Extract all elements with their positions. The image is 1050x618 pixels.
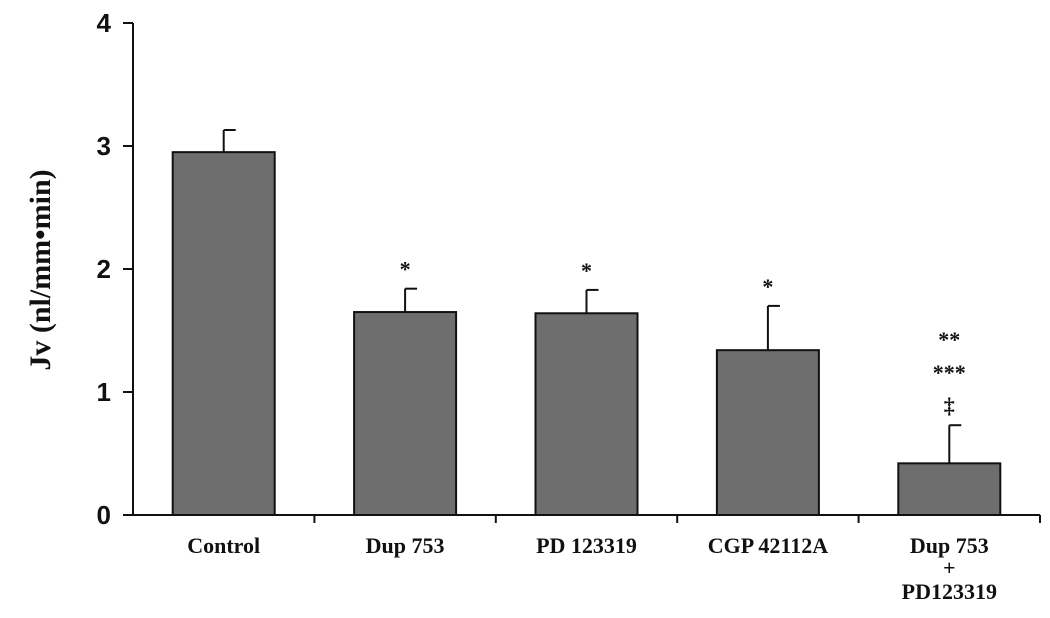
y-tick-label: 1 <box>97 377 111 407</box>
bar <box>715 349 820 516</box>
x-tick-label: Dup 753 <box>366 533 445 558</box>
significance-marker: ‡ <box>944 393 955 418</box>
bars: * *******‡ <box>171 129 1002 516</box>
significance-marker: * <box>400 257 411 282</box>
y-tick-label: 4 <box>97 8 112 38</box>
bar <box>534 312 639 516</box>
y-tick-label: 3 <box>97 131 111 161</box>
y-tick-label: 0 <box>97 500 111 530</box>
x-axis <box>133 514 1041 523</box>
significance-marker: * <box>581 258 592 283</box>
significance-marker: ** <box>938 327 960 352</box>
category-labels: Control Dup 753 PD 123319 CGP 42112A Dup 753… <box>187 533 997 604</box>
x-tick-label: Control <box>187 533 260 558</box>
x-tick-label: CGP 42112A <box>708 533 829 558</box>
y-axis-label: Jv (nl/mm•min) <box>24 169 57 370</box>
x-tick-label: Dup 753 + PD123319 <box>902 533 997 604</box>
significance-marker: *** <box>933 360 966 385</box>
bar <box>897 462 1002 516</box>
x-tick-label: PD 123319 <box>536 533 637 558</box>
bar <box>171 151 276 516</box>
y-tick-label: 2 <box>97 254 111 284</box>
significance-marker: * <box>762 274 773 299</box>
bar <box>353 311 458 516</box>
y-axis: 0 1 2 3 4 <box>97 8 134 530</box>
